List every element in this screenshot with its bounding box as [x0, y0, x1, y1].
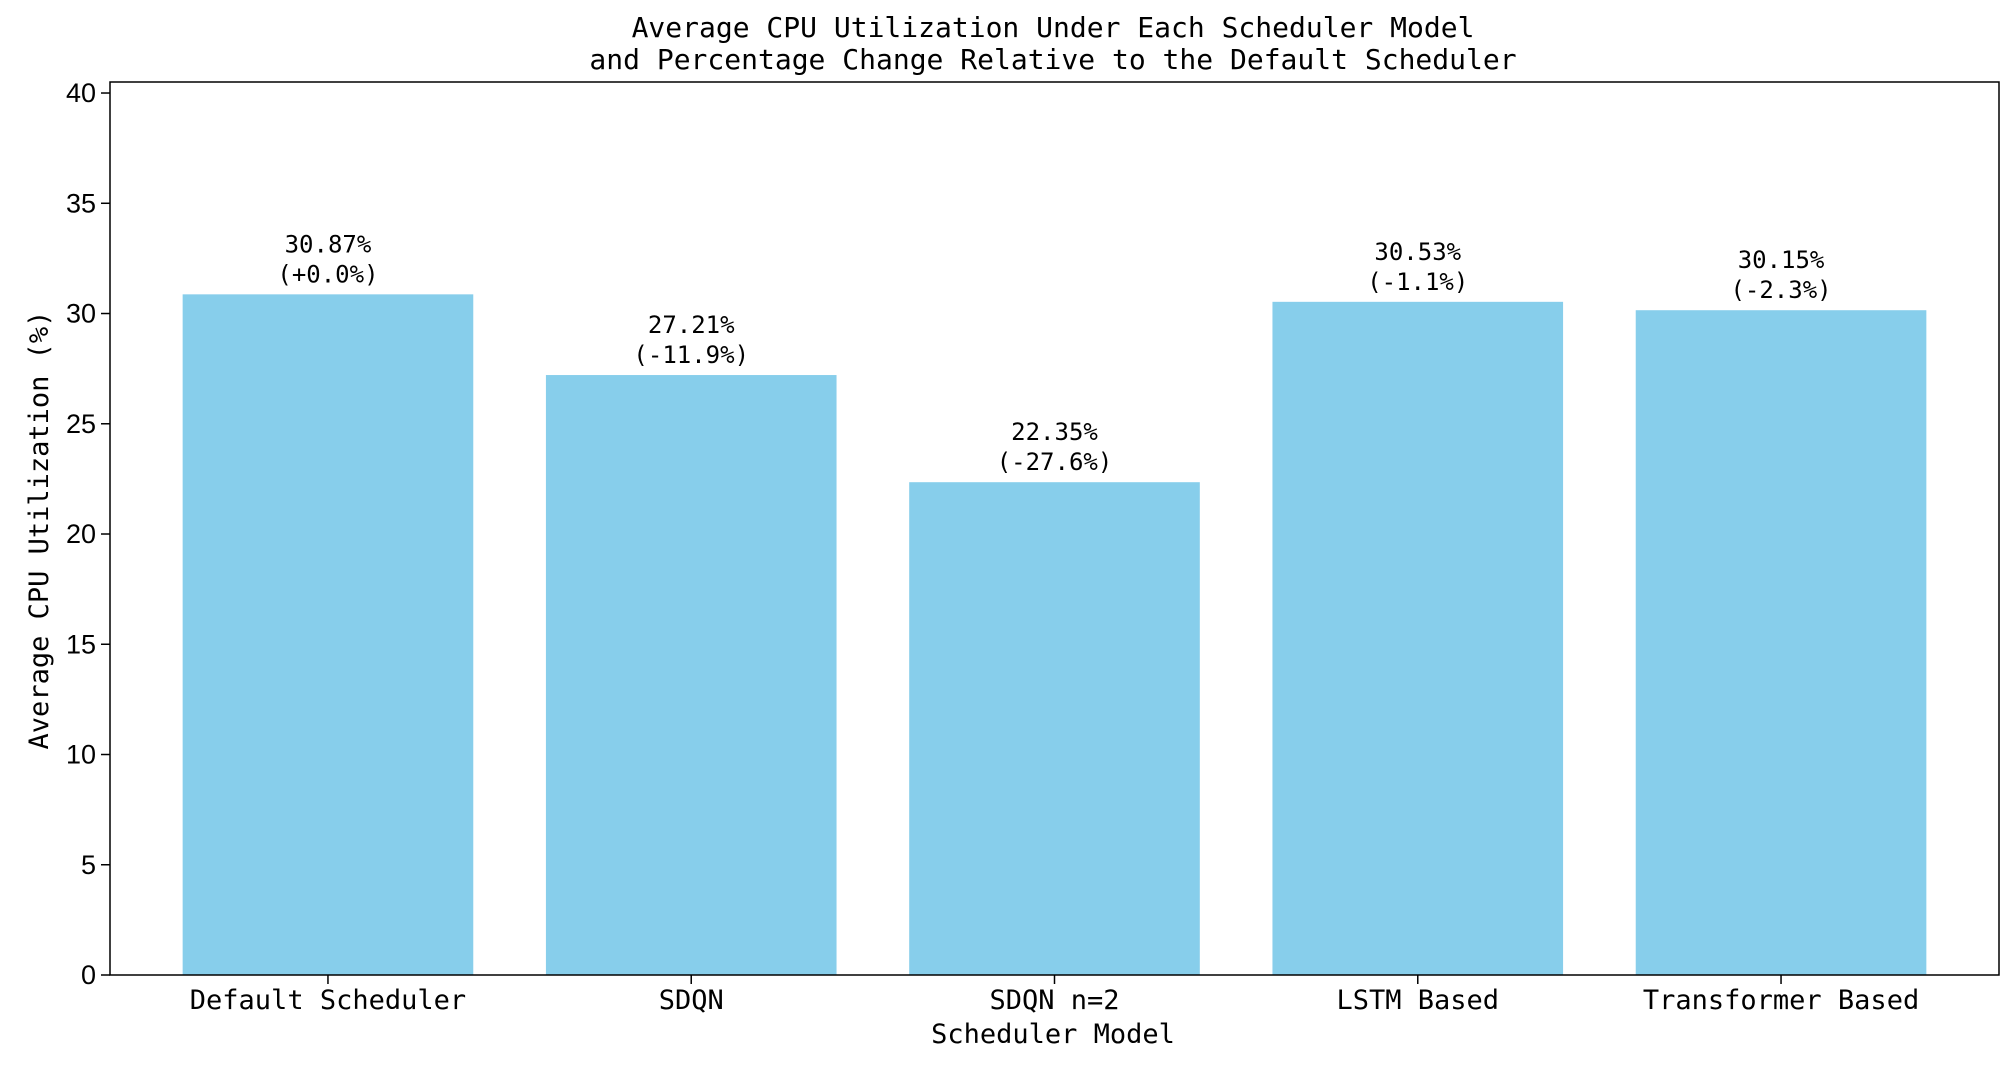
- chart-title-line-1: Average CPU Utilization Under Each Sched…: [632, 11, 1475, 44]
- bar-change-label-4: (-1.1%): [1367, 268, 1468, 296]
- x-tick-label-3: SDQN n=2: [989, 985, 1119, 1016]
- y-axis-label: Average CPU Utilization (%): [24, 311, 55, 750]
- y-tick-label-15: 15: [66, 629, 96, 659]
- chart-title-line-2: and Percentage Change Relative to the De…: [589, 43, 1516, 76]
- bar-value-label-5: 30.15%: [1738, 246, 1825, 274]
- bar-change-label-3: (-27.6%): [997, 448, 1113, 476]
- y-tick-label-30: 30: [66, 299, 96, 329]
- bar-value-label-4: 30.53%: [1374, 238, 1461, 266]
- bar-4: [1272, 301, 1564, 976]
- bar-change-label-5: (-2.3%): [1730, 276, 1831, 304]
- x-tick-label-1: Default Scheduler: [190, 985, 466, 1016]
- x-tick-label-5: Transformer Based: [1643, 985, 1919, 1016]
- bar-change-label-2: (-11.9%): [633, 341, 749, 369]
- bar-value-label-2: 27.21%: [648, 311, 735, 339]
- bar-1: [182, 294, 474, 976]
- y-tick-label-5: 5: [81, 850, 96, 880]
- bar-5: [1635, 310, 1927, 976]
- x-axis-label: Scheduler Model: [931, 1019, 1175, 1050]
- bar-2: [545, 375, 837, 975]
- y-tick-label-20: 20: [66, 519, 96, 549]
- y-tick-label-10: 10: [66, 740, 96, 770]
- bar-value-label-3: 22.35%: [1011, 418, 1098, 446]
- x-tick-label-4: LSTM Based: [1336, 985, 1499, 1016]
- bar-change-label-1: (+0.0%): [277, 260, 378, 288]
- y-tick-label-40: 40: [66, 78, 96, 108]
- y-tick-label-35: 35: [66, 188, 96, 218]
- y-tick-label-0: 0: [81, 960, 96, 990]
- bar-value-label-1: 30.87%: [285, 230, 372, 258]
- plot-area: 30.87%(+0.0%) 27.21%(-11.9%) 22.35%(-27.6%…: [66, 78, 2000, 1016]
- y-tick-label-25: 25: [66, 409, 96, 439]
- x-tick-label-2: SDQN: [659, 985, 724, 1016]
- bar-3: [909, 482, 1200, 975]
